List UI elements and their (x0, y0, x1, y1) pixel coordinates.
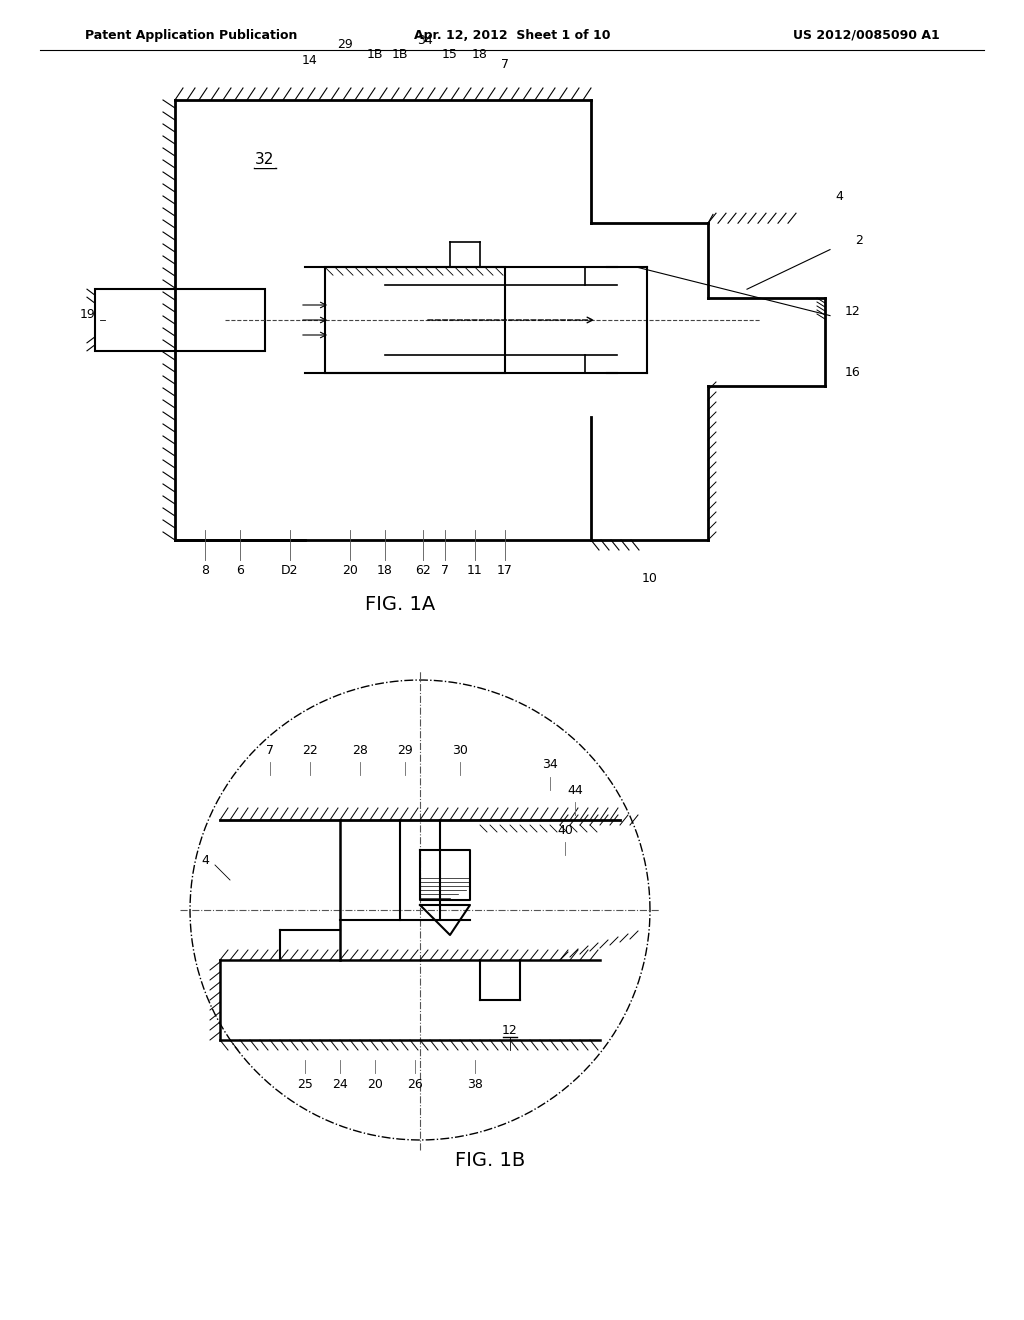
Text: US 2012/0085090 A1: US 2012/0085090 A1 (794, 29, 940, 41)
Text: 34: 34 (417, 33, 433, 46)
Text: 14: 14 (302, 54, 317, 66)
Text: 1B: 1B (367, 49, 383, 62)
Text: FIG. 1A: FIG. 1A (365, 595, 435, 615)
Text: 15: 15 (442, 49, 458, 62)
Text: 19: 19 (80, 309, 96, 322)
Text: 7: 7 (441, 564, 449, 577)
Text: 7: 7 (501, 58, 509, 71)
Text: 20: 20 (367, 1078, 383, 1092)
Text: 32: 32 (255, 153, 274, 168)
Text: 10: 10 (642, 572, 657, 585)
Text: 4: 4 (201, 854, 209, 866)
Text: 30: 30 (452, 743, 468, 756)
Text: 62: 62 (415, 564, 431, 577)
Text: 22: 22 (302, 743, 317, 756)
Text: 2: 2 (855, 235, 863, 247)
Text: 34: 34 (542, 759, 558, 771)
Text: 7: 7 (266, 743, 274, 756)
Text: Apr. 12, 2012  Sheet 1 of 10: Apr. 12, 2012 Sheet 1 of 10 (414, 29, 610, 41)
Text: 29: 29 (337, 38, 353, 51)
Text: 25: 25 (297, 1078, 313, 1092)
Text: 8: 8 (201, 564, 209, 577)
Text: 29: 29 (397, 743, 413, 756)
Text: 18: 18 (472, 49, 488, 62)
Text: 44: 44 (567, 784, 583, 796)
Text: 20: 20 (342, 564, 358, 577)
Text: 26: 26 (408, 1078, 423, 1092)
Text: 11: 11 (467, 564, 483, 577)
Text: 6: 6 (237, 564, 244, 577)
Text: 12: 12 (845, 305, 861, 318)
Text: 40: 40 (557, 824, 573, 837)
Text: D2: D2 (282, 564, 299, 577)
Text: 1B: 1B (392, 49, 409, 62)
Text: Patent Application Publication: Patent Application Publication (85, 29, 297, 41)
Text: FIG. 1B: FIG. 1B (455, 1151, 525, 1170)
Bar (325, 267, 505, 372)
Text: 12: 12 (502, 1023, 518, 1036)
Text: 28: 28 (352, 743, 368, 756)
Text: 17: 17 (497, 564, 513, 577)
Text: 16: 16 (845, 366, 861, 379)
Text: 4: 4 (835, 190, 843, 203)
Text: 24: 24 (332, 1078, 348, 1092)
Bar (95, 289, 265, 351)
Text: 18: 18 (377, 564, 393, 577)
Text: 38: 38 (467, 1078, 483, 1092)
